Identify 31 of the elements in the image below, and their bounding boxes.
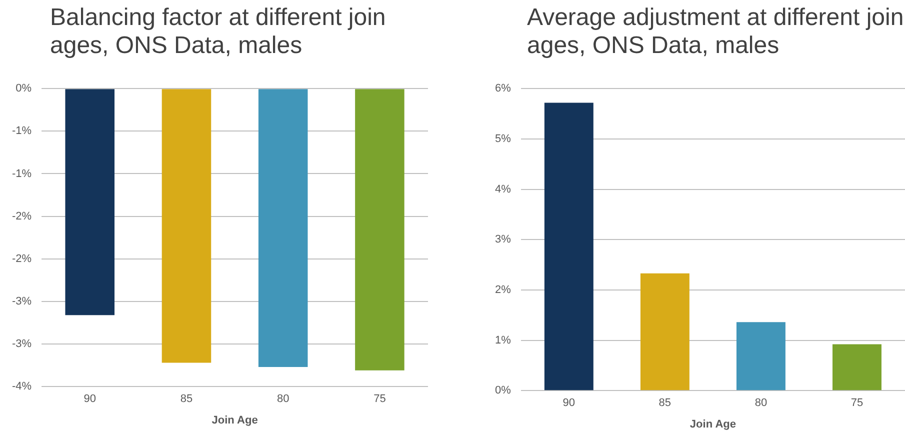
x-tick-label: 85 (658, 397, 672, 410)
x-tick-label: 80 (276, 393, 290, 406)
y-tick-label: 6% (494, 82, 512, 95)
x-tick-label: 75 (374, 393, 386, 406)
y-tick-label: 1% (494, 334, 512, 346)
bar (736, 322, 786, 390)
bar (832, 344, 882, 390)
y-tick-label: 0% (494, 384, 512, 397)
x-axis-title: Join Age (212, 414, 258, 426)
y-tick-label: 0% (16, 82, 32, 95)
y-tick-label: -2% (12, 210, 32, 222)
x-tick-label: 80 (754, 397, 768, 410)
y-tick-label: -2% (12, 252, 32, 265)
bar (544, 102, 594, 390)
bar (640, 273, 690, 390)
y-tick-label: 5% (494, 132, 512, 145)
y-tick-label: -3% (12, 338, 32, 350)
y-tick-label: -1% (12, 125, 32, 138)
x-tick-label: 90 (562, 397, 576, 410)
y-tick-label: -1% (12, 168, 32, 180)
chart-title: Balancing factor at different join ages, ONS Data, males (50, 4, 387, 60)
x-axis-title: Join Age (690, 418, 736, 430)
x-tick-label: 90 (84, 393, 96, 406)
y-tick-label: 4% (494, 183, 512, 196)
y-tick-label: -3% (12, 295, 32, 308)
y-tick-label: 2% (494, 284, 512, 296)
y-tick-label: 3% (494, 234, 512, 246)
x-tick-label: 85 (180, 393, 193, 406)
chart-title: Average adjustment at different join ages, ONS Data, males (527, 4, 905, 60)
x-tick-label: 75 (850, 397, 864, 410)
y-tick-label: -4% (12, 380, 32, 393)
